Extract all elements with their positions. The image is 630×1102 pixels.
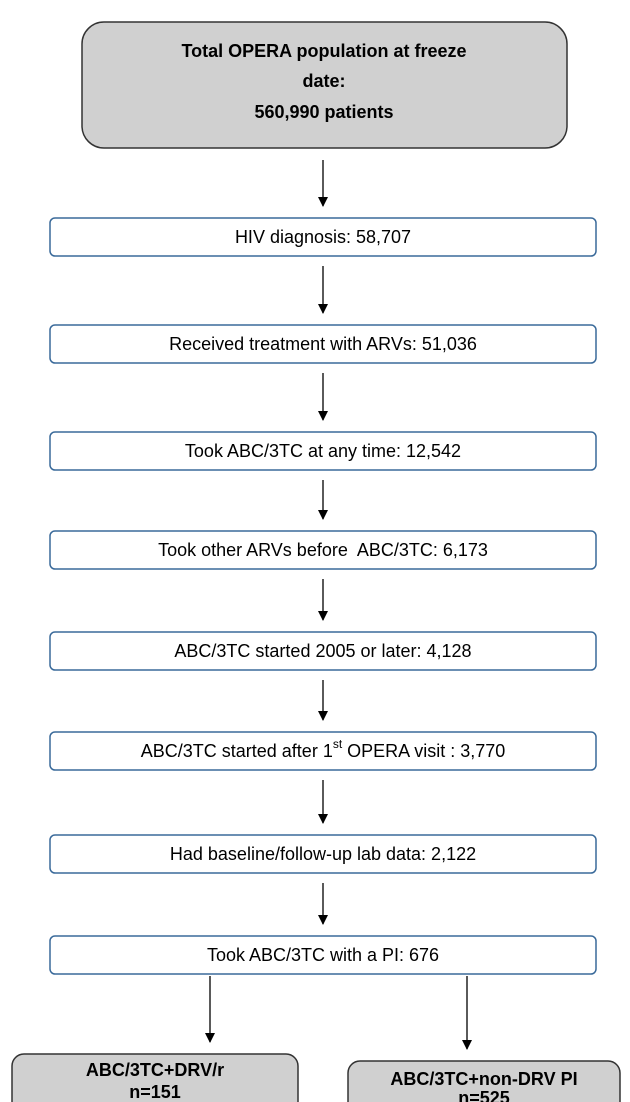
step-label: Took ABC/3TC with a PI: 676 [207,945,439,965]
step-label: ABC/3TC started after 1st OPERA visit : … [141,737,506,761]
label-part: OPERA visit : 3,770 [342,741,505,761]
top-box [81,21,568,149]
branch-box [347,1060,621,1102]
step-label: ABC/3TC started 2005 or later: 4,128 [174,641,471,661]
label-part: ABC/3TC started after 1 [141,741,333,761]
step-box [49,631,597,671]
top-line: date: [302,71,345,91]
step-box [49,530,597,570]
branch-line: n=525 [458,1088,510,1102]
branch-line: ABC/3TC+DRV/r [86,1060,224,1080]
step-box [49,935,597,975]
top-line: Total OPERA population at freeze [181,41,466,61]
branch-line: ABC/3TC+non-DRV PI [390,1069,577,1089]
step-box [49,431,597,471]
step-box [49,324,597,364]
step-label: Received treatment with ARVs: 51,036 [169,334,477,354]
branch-line: n=151 [129,1082,181,1102]
step-label: Had baseline/follow-up lab data: 2,122 [170,844,476,864]
step-label: Took ABC/3TC at any time: 12,542 [185,441,461,461]
top-line: 560,990 patients [254,102,393,122]
step-box [49,834,597,874]
branch-box [11,1053,299,1102]
step-box [49,217,597,257]
step-label: HIV diagnosis: 58,707 [235,227,411,247]
step-box [49,731,597,771]
step-label: Took other ARVs before ABC/3TC: 6,173 [158,540,488,560]
superscript: st [333,737,343,751]
